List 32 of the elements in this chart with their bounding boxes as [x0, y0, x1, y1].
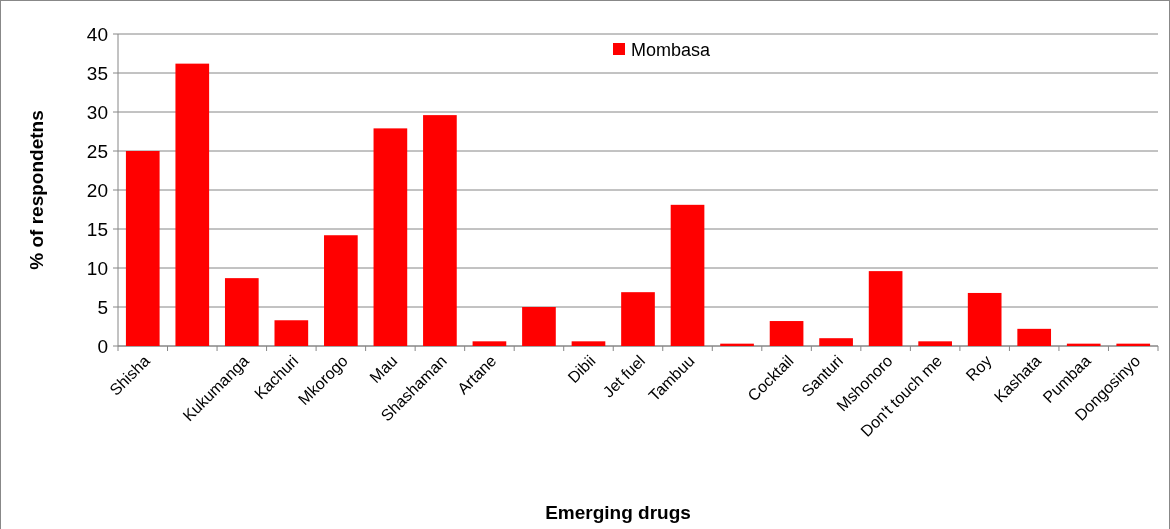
bar — [175, 63, 210, 346]
bar — [1017, 328, 1052, 346]
bar — [373, 128, 408, 346]
bar — [868, 271, 903, 346]
bar — [423, 115, 457, 346]
bar — [571, 341, 606, 346]
bar — [769, 321, 804, 346]
bar — [125, 151, 160, 346]
y-tick-label: 20 — [86, 179, 108, 201]
y-tick-label: 5 — [97, 296, 108, 318]
bar — [670, 204, 705, 346]
y-tick-label: 35 — [86, 62, 108, 84]
x-tick-label: Roy — [962, 352, 995, 385]
bar — [522, 307, 556, 346]
y-tick-label: 10 — [86, 257, 108, 279]
x-axis-title: Emerging drugs — [545, 502, 691, 523]
bar — [324, 235, 358, 346]
bar — [472, 341, 507, 346]
y-tick-label: 40 — [86, 23, 108, 45]
y-tick-label: 0 — [97, 335, 108, 357]
bar — [621, 292, 655, 346]
bar — [819, 338, 853, 346]
y-tick-label: 30 — [86, 101, 108, 123]
x-tick-label: Jet fuel — [599, 352, 649, 401]
bar — [918, 341, 952, 346]
legend-label: Mombasa — [631, 40, 712, 61]
bar — [224, 278, 259, 346]
y-tick-label: 25 — [86, 140, 108, 162]
bar — [274, 320, 309, 346]
y-axis-title: % of respondetns — [26, 110, 47, 270]
y-tick-label: 15 — [86, 218, 108, 240]
bar — [967, 292, 1002, 346]
